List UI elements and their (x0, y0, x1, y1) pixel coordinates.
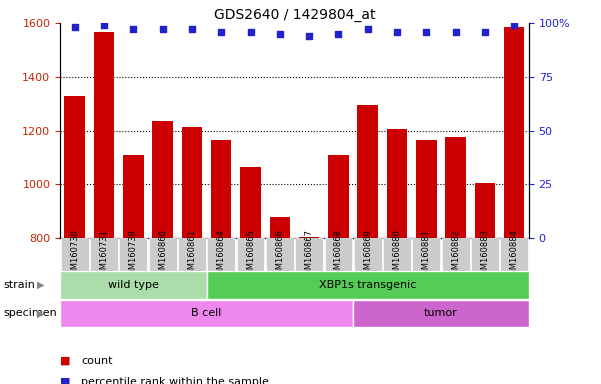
Text: ■: ■ (60, 377, 70, 384)
Text: GSM160883: GSM160883 (480, 229, 489, 280)
Text: B cell: B cell (191, 308, 222, 318)
Text: GSM160869: GSM160869 (363, 229, 372, 280)
Text: count: count (81, 356, 112, 366)
Text: ▶: ▶ (37, 308, 44, 318)
FancyBboxPatch shape (207, 271, 529, 299)
Point (246, 28, 255, 35)
Bar (270, 217, 290, 238)
Text: specimen: specimen (3, 308, 56, 318)
FancyBboxPatch shape (471, 238, 499, 271)
Point (421, 28, 431, 35)
FancyBboxPatch shape (207, 238, 235, 271)
Bar (416, 140, 436, 238)
Text: strain: strain (3, 280, 35, 290)
Point (158, 26, 168, 33)
Bar (328, 155, 349, 238)
Bar (358, 105, 378, 238)
FancyBboxPatch shape (354, 238, 382, 271)
FancyBboxPatch shape (237, 238, 264, 271)
Bar (153, 121, 173, 238)
Point (187, 26, 197, 33)
Point (304, 33, 314, 39)
FancyBboxPatch shape (60, 300, 353, 327)
Point (510, 22, 519, 28)
Text: percentile rank within the sample: percentile rank within the sample (81, 377, 269, 384)
FancyBboxPatch shape (266, 238, 294, 271)
FancyBboxPatch shape (120, 238, 147, 271)
Point (216, 28, 226, 35)
FancyBboxPatch shape (178, 238, 206, 271)
Text: GSM160881: GSM160881 (422, 229, 431, 280)
Text: GSM160864: GSM160864 (217, 229, 226, 280)
Bar (94, 33, 114, 238)
Point (334, 31, 343, 37)
FancyBboxPatch shape (295, 238, 323, 271)
Bar (504, 27, 525, 238)
Text: GSM160868: GSM160868 (334, 229, 343, 280)
Text: GSM160739: GSM160739 (129, 229, 138, 280)
Text: GSM160880: GSM160880 (392, 229, 401, 280)
Point (99, 22, 109, 28)
Point (480, 28, 490, 35)
Point (451, 28, 460, 35)
FancyBboxPatch shape (353, 300, 529, 327)
Text: wild type: wild type (108, 280, 159, 290)
Bar (211, 140, 231, 238)
Point (275, 31, 285, 37)
Point (70, 24, 79, 30)
Bar (475, 183, 495, 238)
Bar (240, 167, 261, 238)
Text: GSM160865: GSM160865 (246, 229, 255, 280)
Text: GSM160731: GSM160731 (100, 229, 109, 280)
Text: GSM160866: GSM160866 (275, 229, 284, 280)
Text: GSM160730: GSM160730 (70, 229, 79, 280)
FancyBboxPatch shape (442, 238, 469, 271)
FancyBboxPatch shape (61, 238, 89, 271)
FancyBboxPatch shape (148, 238, 177, 271)
Point (129, 26, 138, 33)
Bar (299, 237, 319, 238)
Text: GSM160882: GSM160882 (451, 229, 460, 280)
Bar (64, 96, 85, 238)
Text: tumor: tumor (424, 308, 458, 318)
FancyBboxPatch shape (500, 238, 528, 271)
FancyBboxPatch shape (90, 238, 118, 271)
Text: ■: ■ (60, 356, 70, 366)
Bar (387, 129, 407, 238)
Text: GSM160884: GSM160884 (510, 229, 519, 280)
Point (392, 28, 402, 35)
Title: GDS2640 / 1429804_at: GDS2640 / 1429804_at (214, 8, 375, 22)
Bar (445, 137, 466, 238)
Text: ▶: ▶ (37, 280, 44, 290)
FancyBboxPatch shape (412, 238, 441, 271)
FancyBboxPatch shape (325, 238, 352, 271)
Text: GSM160867: GSM160867 (305, 229, 314, 280)
Text: GSM160861: GSM160861 (188, 229, 197, 280)
Text: XBP1s transgenic: XBP1s transgenic (319, 280, 416, 290)
Point (363, 26, 373, 33)
FancyBboxPatch shape (383, 238, 411, 271)
Bar (182, 126, 202, 238)
FancyBboxPatch shape (60, 271, 207, 299)
Text: GSM160860: GSM160860 (158, 229, 167, 280)
Bar (123, 155, 144, 238)
